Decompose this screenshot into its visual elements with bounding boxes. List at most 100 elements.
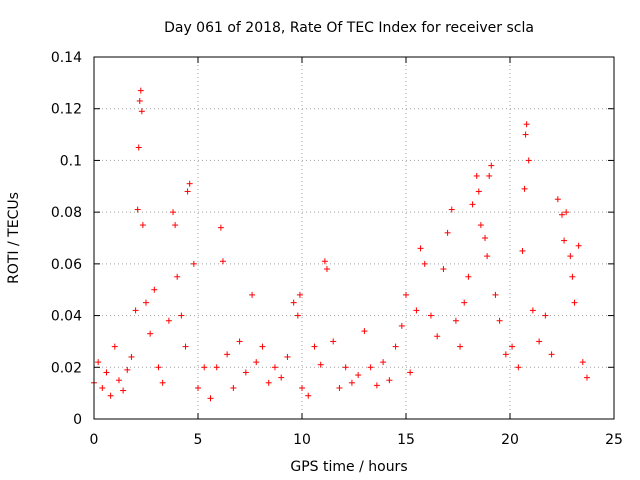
data-point [563,209,570,216]
data-point [523,121,530,128]
grid [94,57,614,419]
y-tick-label: 0.06 [51,257,82,273]
x-tick-label: 0 [90,432,99,448]
data-point [427,312,434,319]
data-point [170,209,177,216]
data-point [95,359,102,366]
data-point [107,392,114,399]
data-point [323,266,330,273]
data-point [103,369,110,376]
data-point [201,364,208,371]
data-point [290,299,297,306]
data-point [457,343,464,350]
data-point [321,258,328,265]
data-point [207,395,214,402]
data-point [461,299,468,306]
data-point [407,369,414,376]
data-point [184,188,191,195]
data-point [186,180,193,187]
chart-title: Day 061 of 2018, Rate Of TEC Index for r… [164,20,534,36]
data-point [236,338,243,345]
data-point [348,379,355,386]
data-point [178,312,185,319]
data-point [392,343,399,350]
data-point [569,273,576,280]
data-point [417,245,424,252]
data-point [165,317,172,324]
axis-ticks: 0 0.02 0.04 0.06 0.08 0.1 0.12 0.14 0 5 10 15 20 25 [51,50,623,448]
data-point [386,377,393,384]
data-point [496,317,503,324]
data-point [413,307,420,314]
data-point [542,312,549,319]
data-point [124,366,131,373]
data-point [120,387,127,394]
data-point [278,374,285,381]
data-point [132,307,139,314]
data-point [502,351,509,358]
data-point [147,330,154,337]
data-point [519,247,526,254]
data-point [137,87,144,94]
plot-frame [93,56,615,420]
data-point [284,353,291,360]
data-point [190,260,197,267]
data-point [559,211,565,218]
data-point [259,343,266,350]
data-point [115,377,122,384]
data-point [380,359,387,366]
y-tick-label: 0 [73,412,82,428]
data-point [548,351,555,358]
data-point [536,338,543,345]
data-point [151,286,158,293]
data-point [554,196,561,203]
data-point [299,384,305,391]
data-point [330,338,337,345]
data-point [155,364,162,371]
y-tick-label: 0.1 [60,153,82,169]
data-point [477,222,484,229]
data-point [579,359,586,366]
x-tick-label: 15 [397,432,415,448]
data-point [128,353,135,360]
data-point [486,172,493,179]
data-point [440,266,447,273]
data-point [230,384,237,391]
data-point [488,162,495,169]
data-point [521,185,528,192]
data-point [355,372,362,379]
data-point [99,384,106,391]
data-point [219,258,226,265]
data-point [195,384,201,391]
data-point [143,299,149,306]
data-point [403,291,409,298]
y-tick-label: 0.04 [51,309,82,325]
data-point [138,108,145,115]
y-tick-label: 0.14 [51,50,82,66]
data-point [484,253,491,260]
data-point [421,260,428,267]
data-point [253,359,260,366]
data-point [135,144,142,151]
data-point [475,188,482,195]
data-point [583,374,590,381]
data-point [575,242,582,249]
data-point [529,307,536,314]
x-tick-label: 20 [501,432,519,448]
data-point [134,206,141,213]
data-point [249,291,256,298]
data-point [434,333,441,340]
data-point [465,273,472,280]
data-point [217,224,224,231]
data-point [305,392,312,399]
data-point [159,379,166,386]
data-point [361,328,368,335]
data-point [448,206,455,213]
y-axis-label: ROTI / TECUs [6,192,22,284]
data-point [492,291,499,298]
data-point [182,343,189,350]
data-point [174,273,181,280]
data-point [561,237,568,244]
data-point [213,364,220,371]
